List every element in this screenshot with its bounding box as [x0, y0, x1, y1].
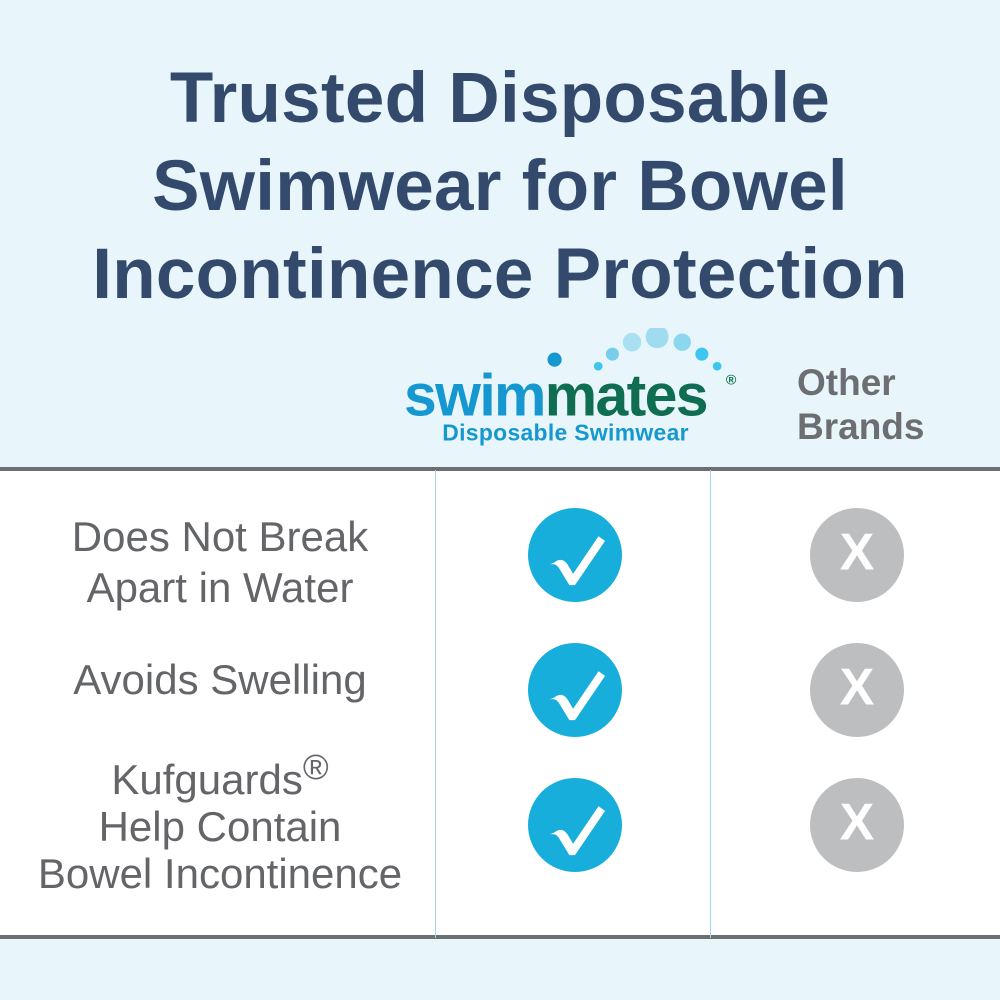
svg-text:®: ®: [726, 373, 737, 389]
svg-text:Disposable Swimwear: Disposable Swimwear: [442, 419, 689, 445]
